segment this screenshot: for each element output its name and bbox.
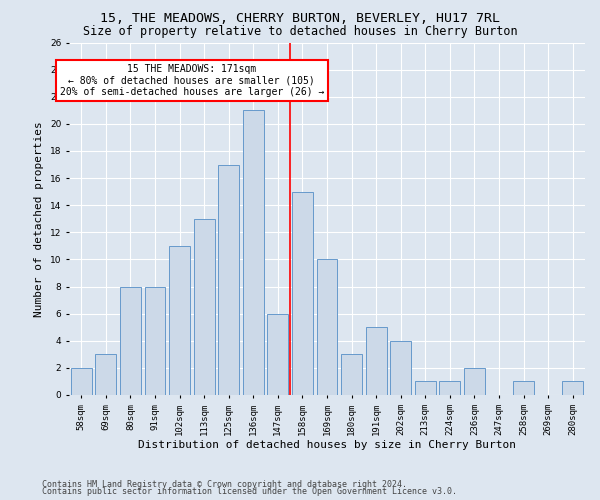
Bar (390, 341, 411, 395)
Text: Size of property relative to detached houses in Cherry Burton: Size of property relative to detached ho… (83, 25, 517, 38)
Bar (317, 260, 337, 395)
Bar (145, 286, 166, 395)
Bar (341, 354, 362, 395)
Text: 15, THE MEADOWS, CHERRY BURTON, BEVERLEY, HU17 7RL: 15, THE MEADOWS, CHERRY BURTON, BEVERLEY… (100, 12, 500, 26)
X-axis label: Distribution of detached houses by size in Cherry Burton: Distribution of detached houses by size … (138, 440, 516, 450)
Bar (95, 354, 116, 395)
Bar (562, 382, 583, 395)
Text: Contains public sector information licensed under the Open Government Licence v3: Contains public sector information licen… (42, 488, 457, 496)
Bar (513, 382, 534, 395)
Bar (292, 192, 313, 395)
Bar (439, 382, 460, 395)
Bar (365, 327, 386, 395)
Bar (243, 110, 264, 395)
Bar (120, 286, 141, 395)
Bar (464, 368, 485, 395)
Bar (218, 164, 239, 395)
Text: 15 THE MEADOWS: 171sqm
← 80% of detached houses are smaller (105)
20% of semi-de: 15 THE MEADOWS: 171sqm ← 80% of detached… (59, 64, 324, 97)
Bar (169, 246, 190, 395)
Bar (415, 382, 436, 395)
Text: Contains HM Land Registry data © Crown copyright and database right 2024.: Contains HM Land Registry data © Crown c… (42, 480, 407, 489)
Bar (268, 314, 289, 395)
Bar (71, 368, 92, 395)
Bar (194, 219, 215, 395)
Y-axis label: Number of detached properties: Number of detached properties (34, 121, 44, 316)
